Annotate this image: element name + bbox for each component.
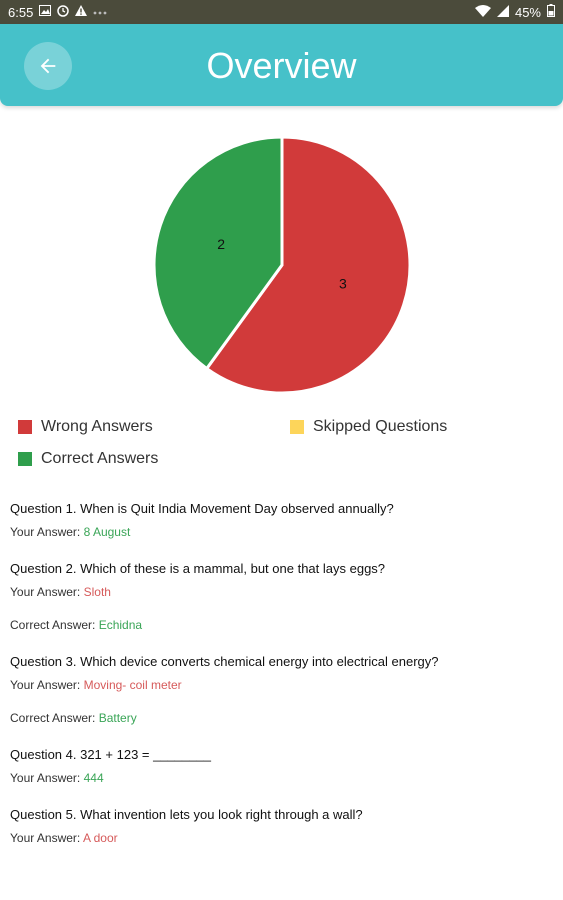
pie-label-correct-answers: 2 [217, 236, 225, 252]
chart-legend: Wrong Answers Skipped Questions Correct … [18, 418, 548, 474]
your-answer-label: Your Answer: [10, 678, 84, 692]
your-answer-value: Moving- coil meter [83, 678, 182, 692]
question-item: Question 3. Which device converts chemic… [10, 653, 555, 726]
question-text: Question 2. Which of these is a mammal, … [10, 561, 386, 576]
your-answer-label: Your Answer: [10, 771, 84, 785]
image-icon [39, 5, 52, 19]
question-text: Question 4. 321 + 123 = ________ [10, 747, 211, 762]
sync-icon [57, 4, 70, 20]
correct-answer-line: Correct Answer: Echidna [10, 617, 555, 633]
question-text: Question 3. Which device converts chemic… [10, 654, 439, 669]
legend-swatch-skipped [290, 420, 304, 434]
pie-slice-correct-answers [152, 135, 283, 371]
pie-slice-wrong-answers [204, 135, 411, 395]
legend-item-skipped: Skipped Questions [290, 418, 447, 436]
status-right: 45% [474, 4, 555, 20]
your-answer-label: Your Answer: [10, 831, 83, 845]
your-answer-value: 8 August [83, 525, 131, 539]
battery-percent: 45% [514, 4, 541, 20]
your-answer-value: 444 [83, 771, 104, 785]
more-icon [93, 7, 107, 18]
question-item: Question 4. 321 + 123 = ________ Your An… [10, 746, 555, 786]
your-answer-line: Your Answer: Sloth [10, 584, 555, 600]
correct-answer-value: Battery [98, 711, 137, 725]
legend-label-wrong: Wrong Answers [41, 418, 153, 435]
back-button[interactable] [24, 42, 72, 90]
question-text: Question 5. What invention lets you look… [10, 807, 363, 822]
app-header: Overview [0, 24, 563, 106]
question-text: Question 1. When is Quit India Movement … [10, 501, 394, 516]
battery-icon [547, 4, 555, 20]
correct-answer-label: Correct Answer: [10, 711, 99, 725]
your-answer-value: Sloth [83, 585, 111, 599]
pie-label-wrong-answers: 3 [338, 275, 346, 291]
signal-icon [496, 4, 509, 20]
status-bar: 6:55 45% [0, 0, 563, 24]
pie-chart-svg: 32 [152, 135, 411, 395]
legend-swatch-correct [18, 452, 32, 466]
legend-item-correct: Correct Answers [18, 450, 158, 468]
your-answer-line: Your Answer: Moving- coil meter [10, 677, 555, 693]
arrow-left-icon [40, 58, 56, 74]
warning-icon [75, 5, 88, 19]
status-left: 6:55 [8, 5, 107, 20]
question-item: Question 5. What invention lets you look… [10, 806, 555, 846]
page-title: Overview [206, 45, 357, 86]
your-answer-line: Your Answer: 8 August [10, 524, 555, 540]
legend-item-wrong: Wrong Answers [18, 418, 153, 436]
your-answer-line: Your Answer: A door [10, 830, 555, 846]
question-item: Question 2. Which of these is a mammal, … [10, 560, 555, 633]
your-answer-label: Your Answer: [10, 525, 84, 539]
legend-label-skipped: Skipped Questions [313, 418, 448, 435]
questions-list: Question 1. When is Quit India Movement … [10, 500, 555, 866]
legend-swatch-wrong [18, 420, 32, 434]
your-answer-value: A door [82, 831, 118, 845]
correct-answer-label: Correct Answer: [10, 618, 99, 632]
your-answer-line: Your Answer: 444 [10, 770, 555, 786]
wifi-icon [474, 4, 491, 20]
status-time: 6:55 [8, 4, 34, 20]
your-answer-label: Your Answer: [10, 585, 84, 599]
correct-answer-line: Correct Answer: Battery [10, 710, 555, 726]
question-item: Question 1. When is Quit India Movement … [10, 500, 555, 540]
correct-answer-value: Echidna [98, 618, 143, 632]
legend-label-correct: Correct Answers [41, 450, 159, 467]
